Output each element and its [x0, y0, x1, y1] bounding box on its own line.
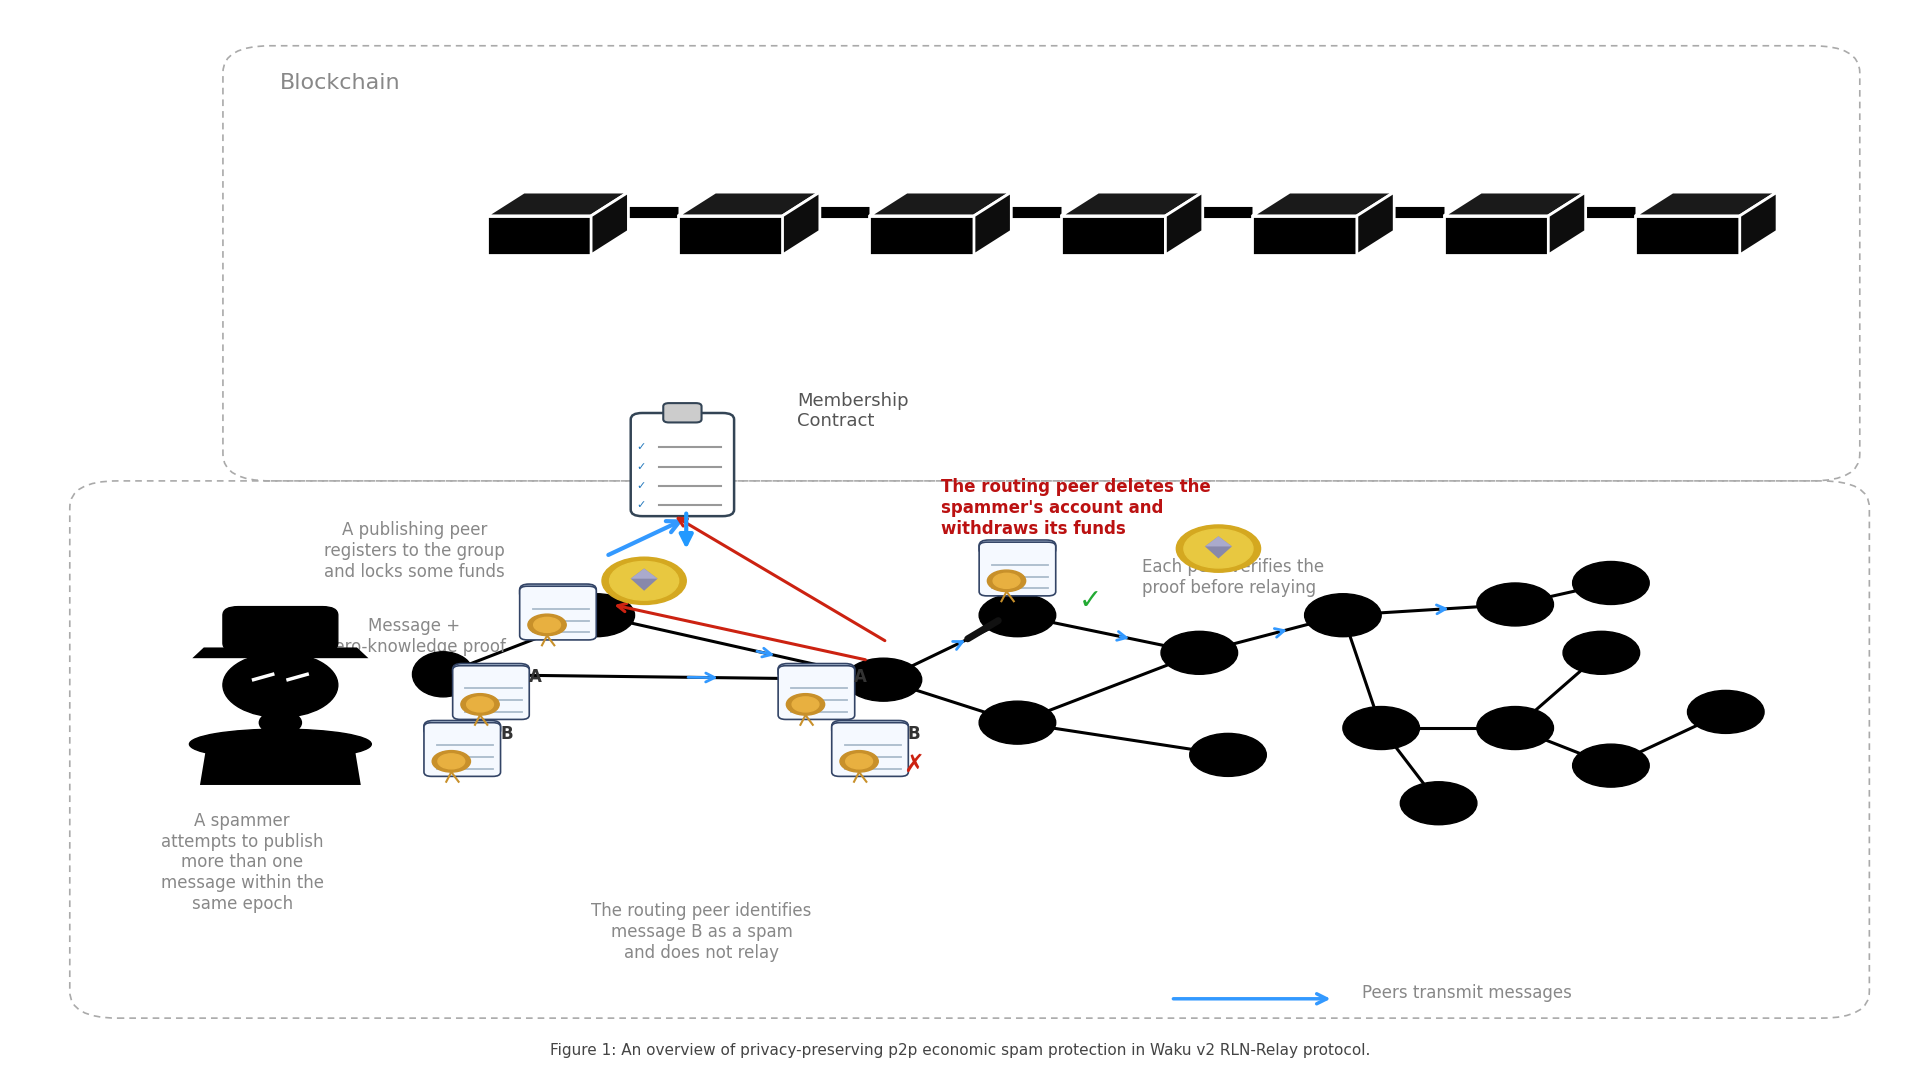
Circle shape	[979, 594, 1056, 637]
Circle shape	[839, 751, 877, 772]
Circle shape	[1476, 583, 1553, 626]
FancyBboxPatch shape	[424, 723, 501, 777]
Polygon shape	[486, 192, 628, 216]
Circle shape	[979, 701, 1056, 744]
Circle shape	[845, 658, 922, 701]
FancyBboxPatch shape	[424, 720, 501, 735]
Circle shape	[467, 697, 493, 712]
Circle shape	[223, 652, 338, 717]
Text: Membership
Contract: Membership Contract	[797, 392, 908, 431]
FancyBboxPatch shape	[630, 413, 733, 516]
Ellipse shape	[190, 729, 371, 759]
Circle shape	[793, 697, 820, 712]
Circle shape	[1162, 632, 1238, 674]
FancyBboxPatch shape	[520, 584, 597, 599]
Circle shape	[1563, 632, 1640, 674]
Polygon shape	[1165, 192, 1202, 255]
Text: The routing peer deletes the
spammer's account and
withdraws its funds: The routing peer deletes the spammer's a…	[941, 478, 1212, 538]
Polygon shape	[1062, 216, 1165, 255]
Polygon shape	[591, 192, 628, 255]
Circle shape	[845, 754, 872, 769]
FancyBboxPatch shape	[778, 663, 854, 678]
Circle shape	[603, 557, 685, 605]
Circle shape	[534, 618, 561, 633]
Circle shape	[1185, 529, 1254, 568]
Polygon shape	[1636, 216, 1740, 255]
Text: ✓: ✓	[636, 461, 645, 472]
FancyBboxPatch shape	[453, 665, 530, 719]
Circle shape	[1572, 562, 1649, 605]
FancyBboxPatch shape	[831, 720, 908, 735]
Text: Peers transmit messages: Peers transmit messages	[1361, 984, 1572, 1002]
Polygon shape	[1206, 537, 1233, 546]
Ellipse shape	[413, 651, 474, 697]
Polygon shape	[1252, 192, 1394, 216]
Text: A: A	[528, 669, 541, 686]
Circle shape	[987, 570, 1025, 592]
Text: Blockchain: Blockchain	[280, 72, 401, 93]
Circle shape	[609, 562, 678, 600]
Circle shape	[1476, 706, 1553, 750]
Polygon shape	[973, 192, 1012, 255]
FancyBboxPatch shape	[453, 663, 530, 678]
Polygon shape	[192, 647, 369, 658]
Polygon shape	[1252, 216, 1357, 255]
Circle shape	[1688, 690, 1764, 733]
Polygon shape	[678, 192, 820, 216]
Text: The routing peer identifies
message B as a spam
and does not relay: The routing peer identifies message B as…	[591, 903, 812, 962]
Circle shape	[1190, 733, 1267, 777]
Polygon shape	[870, 192, 1012, 216]
Text: ✗: ✗	[902, 753, 924, 777]
Circle shape	[1304, 594, 1380, 637]
Polygon shape	[630, 568, 657, 591]
Polygon shape	[1206, 537, 1233, 558]
Circle shape	[1177, 525, 1261, 572]
Polygon shape	[1357, 192, 1394, 255]
Circle shape	[1342, 706, 1419, 750]
Polygon shape	[1636, 192, 1778, 216]
FancyBboxPatch shape	[223, 607, 338, 651]
FancyBboxPatch shape	[979, 540, 1056, 555]
Text: ✓: ✓	[636, 442, 645, 453]
Polygon shape	[630, 568, 657, 579]
Polygon shape	[1062, 192, 1202, 216]
Circle shape	[993, 573, 1020, 589]
Circle shape	[432, 751, 470, 772]
Text: ✓: ✓	[1079, 588, 1102, 616]
Circle shape	[461, 693, 499, 715]
FancyBboxPatch shape	[831, 723, 908, 777]
Text: B: B	[499, 725, 513, 743]
Text: B: B	[908, 725, 920, 743]
FancyBboxPatch shape	[662, 403, 701, 422]
Circle shape	[528, 615, 566, 636]
Polygon shape	[1444, 216, 1548, 255]
Circle shape	[787, 693, 826, 715]
FancyBboxPatch shape	[520, 586, 597, 640]
Polygon shape	[486, 216, 591, 255]
Ellipse shape	[259, 711, 301, 734]
Text: ✓: ✓	[636, 500, 645, 510]
FancyBboxPatch shape	[979, 542, 1056, 596]
Circle shape	[1572, 744, 1649, 787]
Circle shape	[1400, 782, 1476, 825]
Text: ✓: ✓	[636, 481, 645, 490]
Polygon shape	[783, 192, 820, 255]
Polygon shape	[870, 216, 973, 255]
Text: Message +
Zero-knowledge proof: Message + Zero-knowledge proof	[323, 618, 505, 657]
Polygon shape	[678, 216, 783, 255]
Circle shape	[559, 594, 634, 637]
Text: Figure 1: An overview of privacy-preserving p2p economic spam protection in Waku: Figure 1: An overview of privacy-preserv…	[549, 1043, 1371, 1058]
Text: A spammer
attempts to publish
more than one
message within the
same epoch: A spammer attempts to publish more than …	[161, 812, 324, 913]
Text: A publishing peer
registers to the group
and locks some funds: A publishing peer registers to the group…	[324, 521, 505, 581]
Circle shape	[438, 754, 465, 769]
Polygon shape	[200, 739, 361, 785]
Text: Each peer verifies the
proof before relaying: Each peer verifies the proof before rela…	[1142, 558, 1325, 597]
FancyBboxPatch shape	[778, 665, 854, 719]
Polygon shape	[1548, 192, 1586, 255]
Polygon shape	[1444, 192, 1586, 216]
Polygon shape	[1740, 192, 1778, 255]
Text: A: A	[854, 669, 868, 686]
